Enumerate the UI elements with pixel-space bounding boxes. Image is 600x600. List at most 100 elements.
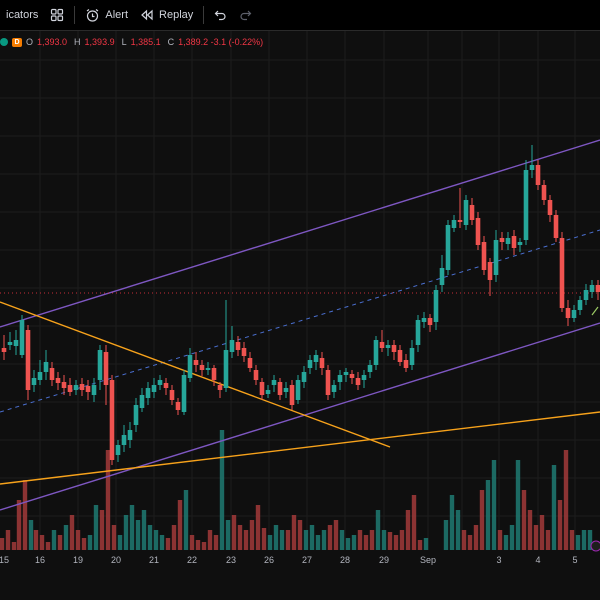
top-toolbar: icators Alert Replay <box>0 0 600 31</box>
candle-body <box>589 285 595 292</box>
candle-body <box>505 238 511 244</box>
candle-body <box>391 345 397 352</box>
open-key: O <box>26 37 34 47</box>
channel-upper-line <box>0 139 600 328</box>
volume-bar <box>177 500 183 550</box>
candle-body <box>577 300 583 310</box>
volume-bar <box>449 495 455 550</box>
volume-bar <box>231 515 237 550</box>
volume-bar <box>261 528 267 550</box>
candle-body <box>85 386 91 392</box>
candle-body <box>463 200 469 225</box>
volume-bar <box>315 535 321 550</box>
candle-body <box>373 340 379 365</box>
candle-body <box>469 205 475 220</box>
volume-bar <box>45 542 51 550</box>
indicators-button[interactable]: icators <box>0 0 44 30</box>
candle-body <box>235 342 241 350</box>
volume-bar <box>405 510 411 550</box>
x-axis-label: 4 <box>535 555 541 565</box>
x-axis-label: 19 <box>72 555 84 565</box>
candle-body <box>253 370 259 380</box>
volume-bar <box>521 490 527 550</box>
toolbar-divider <box>74 6 76 24</box>
volume-bar <box>309 525 315 550</box>
candle-body <box>319 358 325 368</box>
volume-bar <box>417 540 423 550</box>
volume-bar <box>581 530 587 550</box>
alert-button[interactable]: Alert <box>79 0 134 30</box>
candle-body <box>565 308 571 318</box>
candle-body <box>67 385 73 392</box>
candle-body <box>79 384 85 390</box>
volume-bar <box>69 515 75 550</box>
candle-body <box>571 310 577 318</box>
replay-button[interactable]: Replay <box>134 0 199 30</box>
alert-label: Alert <box>105 9 129 21</box>
candle-body <box>175 402 181 410</box>
candle-body <box>439 268 445 285</box>
candle-body <box>283 388 289 392</box>
candle-body <box>595 285 600 292</box>
candle-body <box>427 318 433 325</box>
undo-icon <box>214 9 227 21</box>
volume-bar <box>303 530 309 550</box>
x-axis-label: 15 <box>0 555 10 565</box>
candle-body <box>583 290 589 300</box>
volume-bar <box>491 460 497 550</box>
candle-body <box>241 348 247 356</box>
volume-bar <box>497 530 503 550</box>
candle-body <box>523 170 529 240</box>
candle-body <box>187 355 193 378</box>
candle-body <box>13 340 19 346</box>
volume-bar <box>183 490 189 550</box>
replay-label: Replay <box>159 9 194 21</box>
x-axis-label: 16 <box>34 555 46 565</box>
x-axis-label: 28 <box>339 555 351 565</box>
x-axis-label: 20 <box>110 555 122 565</box>
close-key: C <box>167 37 175 47</box>
redo-icon <box>239 9 252 21</box>
volume-bar <box>575 535 581 550</box>
open-value: 1,393.0 <box>37 37 68 47</box>
candle-body <box>487 262 493 280</box>
volume-bar <box>503 535 509 550</box>
candle-body <box>361 375 367 380</box>
candle-body <box>559 238 565 308</box>
indicators-label: icators <box>6 9 39 21</box>
volume-bar <box>393 535 399 550</box>
candle-body <box>553 215 559 238</box>
layout-grid-button[interactable] <box>44 0 70 30</box>
descending-trendline <box>0 301 391 448</box>
volume-bar <box>479 490 485 550</box>
volume-bar <box>369 530 375 550</box>
redo-button[interactable] <box>233 0 258 30</box>
volume-bar <box>153 530 159 550</box>
volume-bar <box>225 520 231 550</box>
volume-bar <box>165 538 171 550</box>
volume-bar <box>291 515 297 550</box>
candle-body <box>259 382 265 395</box>
candle-body <box>43 362 49 372</box>
candle-body <box>163 383 169 388</box>
candle-body <box>451 220 457 228</box>
candle-body <box>55 378 61 383</box>
channel-lower-line <box>0 322 600 511</box>
volume-bar <box>171 525 177 550</box>
undo-button[interactable] <box>208 0 233 30</box>
candle-body <box>145 388 151 398</box>
candle-body <box>169 390 175 400</box>
volume-bar <box>237 525 243 550</box>
grid-icon <box>50 8 64 22</box>
interval-badge: D <box>12 37 22 47</box>
candle-body <box>115 445 121 455</box>
volume-bar <box>557 500 563 550</box>
candle-body <box>157 380 163 385</box>
x-axis-label: 26 <box>263 555 275 565</box>
toolbar-divider <box>203 6 205 24</box>
volume-bar <box>545 530 551 550</box>
low-value: 1,385.1 <box>130 37 161 47</box>
volume-bar <box>213 535 219 550</box>
candle-body <box>37 372 43 380</box>
